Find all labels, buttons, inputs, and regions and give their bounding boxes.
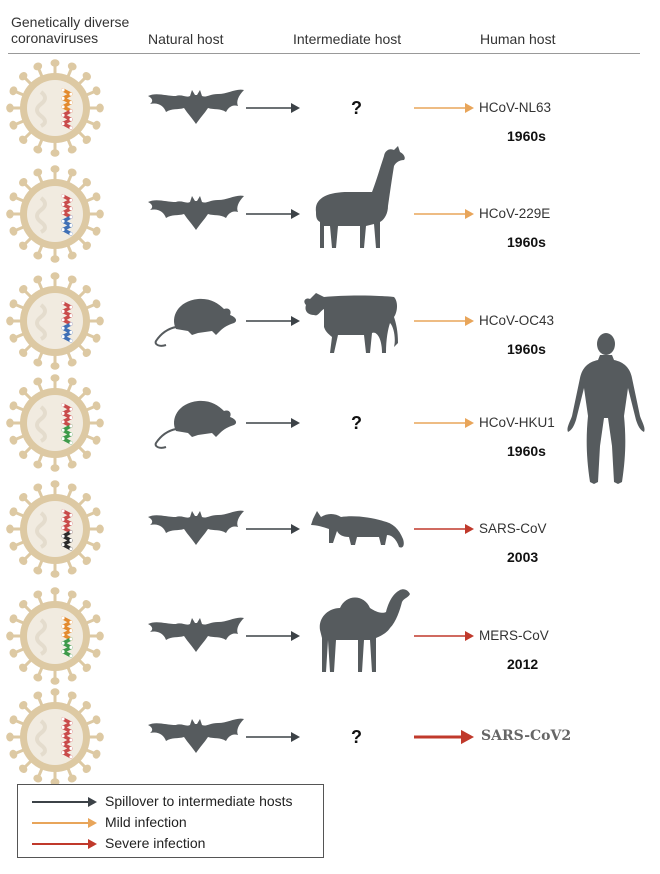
intermediate-host-unknown: ? [351,98,362,118]
bat-icon [148,89,244,125]
spillover-arrow-2 [246,209,300,219]
mild-infection-arrow-1 [414,103,474,113]
virus-name-2: HCoV-229E [479,206,551,221]
coronavirus-1-icon [6,59,104,157]
intermediate-host-unknown: ? [351,413,362,433]
coronavirus-5-icon [6,480,104,578]
coronavirus-6-icon [6,587,104,685]
severe-infection-arrow-6 [414,631,474,641]
virus-name-4: HCoV-HKU1 [479,415,555,430]
coronavirus-3-icon [6,272,104,370]
bat-icon [148,510,244,545]
mild-infection-arrow-2 [414,209,474,219]
legend-item-severe: Severe infection [30,834,320,854]
header-human-host: Human host [480,31,556,47]
coronavirus-2-icon [6,165,104,263]
legend-arrow-spillover-icon [32,797,97,807]
human-figure-icon [567,333,645,484]
legend-label-severe: Severe infection [105,835,206,851]
virus-name-7: SARS-CoV2 [481,728,572,744]
header-intermediate-host: Intermediate host [293,31,402,47]
bat-icon [148,617,244,652]
virus-name-6: MERS-CoV [479,628,549,643]
coronavirus-7-icon [6,688,104,786]
mild-infection-arrow-4 [414,418,474,428]
legend-item-mild: Mild infection [30,813,320,833]
header-coronaviruses: Genetically diverse coronaviruses [11,14,151,46]
alpaca-icon [315,146,405,248]
emergence-year-1: 1960s [507,128,546,144]
legend-arrow-mild-icon [32,818,97,828]
legend-label-mild: Mild infection [105,814,187,830]
severe-infection-arrow-5 [414,524,474,534]
spillover-arrow-1 [246,103,300,113]
spillover-arrow-6 [246,631,300,641]
legend: Spillover to intermediate hosts Mild inf… [17,784,324,858]
cattle-icon [304,293,398,353]
intermediate-host-unknown: ? [351,727,362,747]
header-coronaviruses-text: Genetically diverse coronaviruses [11,14,130,46]
spillover-arrow-4 [246,418,300,428]
header-divider [8,53,640,54]
coronavirus-4-icon [6,374,104,472]
severe-infection-arrow-7 [414,729,474,745]
legend-label-spillover: Spillover to intermediate hosts [105,793,293,809]
spillover-arrow-3 [246,316,300,326]
camel-icon [319,589,410,672]
legend-arrow-severe-icon [32,839,97,849]
mild-infection-arrow-3 [414,316,474,326]
bat-icon [148,195,244,230]
virus-name-1: HCoV-NL63 [479,100,552,115]
emergence-year-2: 1960s [507,234,546,250]
spillover-arrow-7 [246,732,300,742]
emergence-year-5: 2003 [507,549,539,565]
virus-name-3: HCoV-OC43 [479,313,555,328]
virus-name-5: SARS-CoV [479,521,547,536]
rodent-icon [154,400,237,449]
civet-icon [311,511,404,548]
legend-item-spillover: Spillover to intermediate hosts [30,792,320,812]
header-natural-host: Natural host [148,31,224,47]
rodent-icon [154,298,237,347]
emergence-year-3: 1960s [507,341,546,357]
emergence-year-6: 2012 [507,656,539,672]
emergence-year-4: 1960s [507,443,546,459]
spillover-arrow-5 [246,524,300,534]
bat-icon [148,718,244,753]
